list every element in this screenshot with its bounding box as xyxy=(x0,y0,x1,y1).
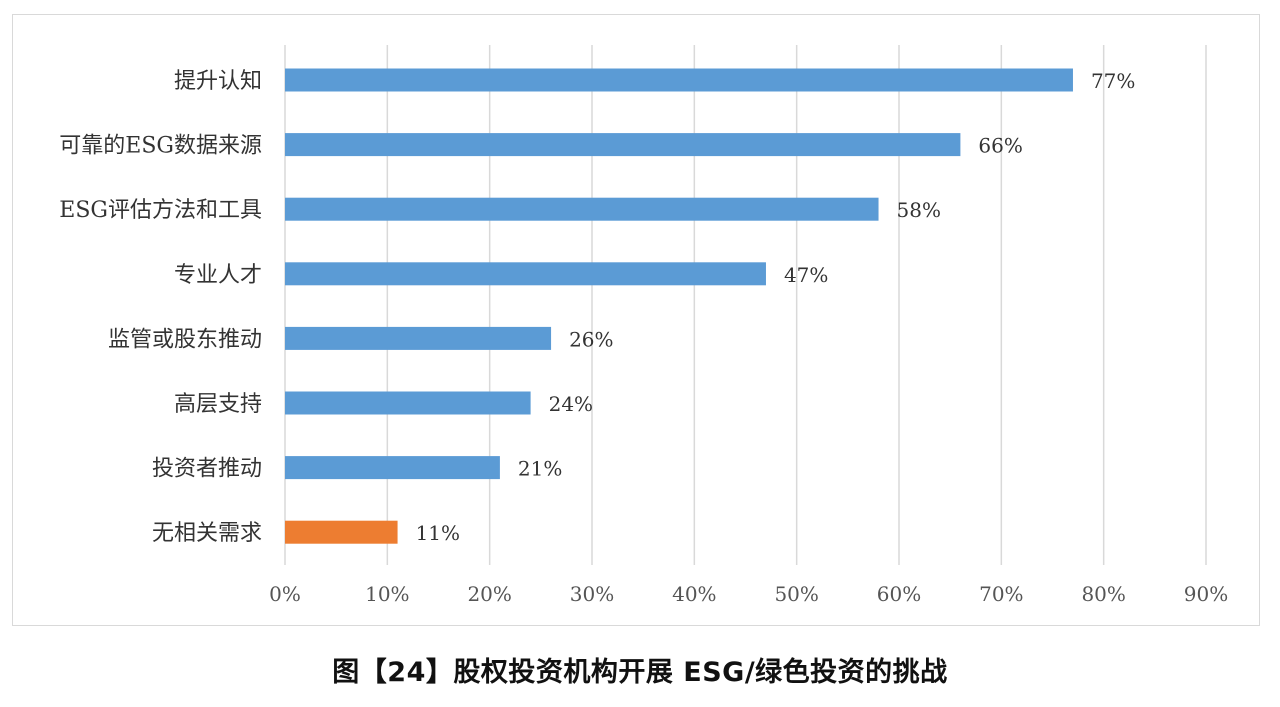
data-label: 24% xyxy=(549,392,593,416)
x-tick-label: 0% xyxy=(269,582,301,606)
bar xyxy=(285,326,552,350)
data-label: 77% xyxy=(1091,69,1135,93)
x-tick-label: 90% xyxy=(1184,582,1228,606)
category-label: 无相关需求 xyxy=(152,521,262,546)
category-label: 专业人才 xyxy=(174,263,262,288)
x-tick-label: 20% xyxy=(467,582,511,606)
category-label: 提升认知 xyxy=(174,69,262,94)
bar xyxy=(285,133,961,157)
category-label: ESG评估方法和工具 xyxy=(59,198,262,223)
bar xyxy=(285,262,766,286)
bar xyxy=(285,197,879,221)
x-tick-label: 80% xyxy=(1081,582,1125,606)
data-label: 66% xyxy=(978,134,1022,158)
x-tick-label: 10% xyxy=(365,582,409,606)
figure-caption: 图【24】股权投资机构开展 ESG/绿色投资的挑战 xyxy=(332,657,948,688)
x-tick-label: 30% xyxy=(570,582,614,606)
bar xyxy=(285,520,398,544)
chart-frame xyxy=(12,14,1260,626)
bar xyxy=(285,68,1073,92)
x-tick-label: 70% xyxy=(979,582,1023,606)
data-label: 58% xyxy=(897,198,941,222)
data-label: 47% xyxy=(784,263,828,287)
data-label: 11% xyxy=(416,521,460,545)
data-label: 21% xyxy=(518,457,562,481)
bar xyxy=(285,456,500,480)
bar xyxy=(285,391,531,415)
category-label: 监管或股东推动 xyxy=(108,327,262,352)
category-label: 投资者推动 xyxy=(152,457,262,482)
x-tick-label: 50% xyxy=(774,582,818,606)
x-tick-label: 60% xyxy=(877,582,921,606)
data-label: 26% xyxy=(569,327,613,351)
category-label: 高层支持 xyxy=(174,392,262,417)
x-tick-label: 40% xyxy=(672,582,716,606)
category-label: 可靠的ESG数据来源 xyxy=(59,134,262,159)
